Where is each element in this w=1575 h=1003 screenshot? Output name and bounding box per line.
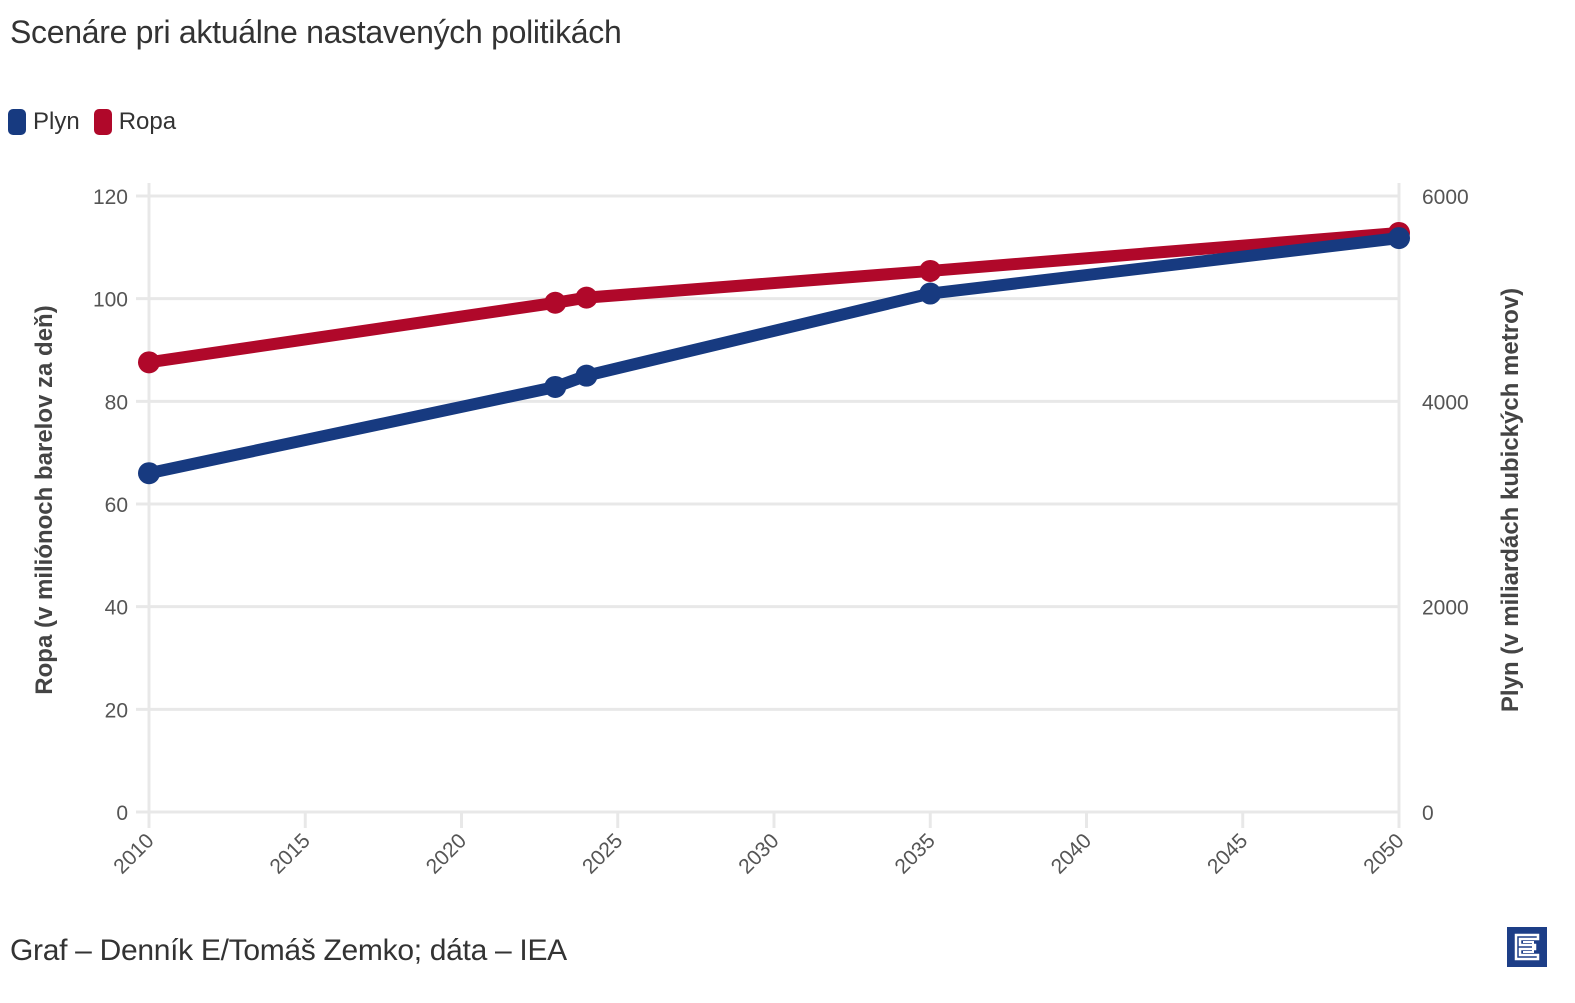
y-left-tick-label: 20 (105, 699, 128, 722)
legend: Plyn Ropa (8, 108, 190, 136)
y-left-tick-label: 0 (116, 802, 128, 825)
data-point[interactable] (919, 259, 942, 282)
source-credit: Graf – Denník E/Tomáš Zemko; dáta – IEA (10, 934, 567, 967)
data-point[interactable] (138, 462, 160, 485)
x-tick-label: 2025 (578, 829, 627, 878)
y-axis-left-title: Ropa (v miliónoch barelov za deň) (31, 305, 58, 694)
y-right-tick-label: 0 (1422, 802, 1434, 825)
x-tick-label: 2050 (1359, 829, 1408, 878)
data-point[interactable] (1388, 227, 1410, 250)
data-point[interactable] (919, 282, 942, 305)
denník-e-logo-icon[interactable] (1507, 927, 1547, 967)
y-left-tick-label: 100 (93, 289, 128, 312)
y-left-tick-label: 40 (105, 597, 128, 620)
x-tick-label: 2045 (1203, 829, 1252, 878)
x-tick-label: 2020 (422, 829, 471, 878)
data-series (138, 221, 1410, 485)
data-point[interactable] (575, 364, 598, 387)
data-point[interactable] (544, 291, 567, 314)
legend-label-ropa: Ropa (118, 108, 177, 135)
x-tick-label: 2030 (734, 829, 783, 878)
y-axis-right-title: Plyn (v miliardách kubických metrov) (1497, 288, 1524, 712)
y-left-tick-label: 120 (93, 186, 128, 209)
chart-title: Scenáre pri aktuálne nastavených politik… (10, 14, 622, 50)
legend-item-ropa[interactable]: Ropa (93, 108, 177, 136)
y-left-tick-label: 80 (105, 391, 128, 414)
x-tick-label: 2040 (1047, 829, 1096, 878)
data-point[interactable] (544, 375, 567, 398)
ropa-swatch-icon (93, 109, 112, 135)
series-plyn (138, 227, 1410, 485)
y-left-tick-label: 60 (105, 494, 128, 517)
legend-label-plyn: Plyn (33, 108, 80, 135)
plyn-swatch-icon (8, 109, 26, 135)
y-right-tick-label: 2000 (1422, 597, 1469, 620)
y-axis-left: 0 20 40 60 80 100 120 (93, 186, 128, 825)
data-point[interactable] (575, 286, 598, 309)
legend-item-plyn[interactable]: Plyn (8, 108, 80, 136)
x-tick-label: 2010 (109, 829, 158, 878)
y-axis-right: 0 2000 4000 6000 (1422, 186, 1469, 825)
x-tick-label: 2035 (890, 829, 939, 878)
data-point[interactable] (138, 351, 160, 374)
x-tick-label: 2015 (265, 829, 314, 878)
y-right-tick-label: 4000 (1422, 391, 1469, 414)
y-right-tick-label: 6000 (1422, 186, 1469, 209)
gridlines (136, 183, 1401, 828)
x-axis: 2010 2015 2020 2025 2030 2035 2040 2045 2050 (109, 829, 1408, 878)
